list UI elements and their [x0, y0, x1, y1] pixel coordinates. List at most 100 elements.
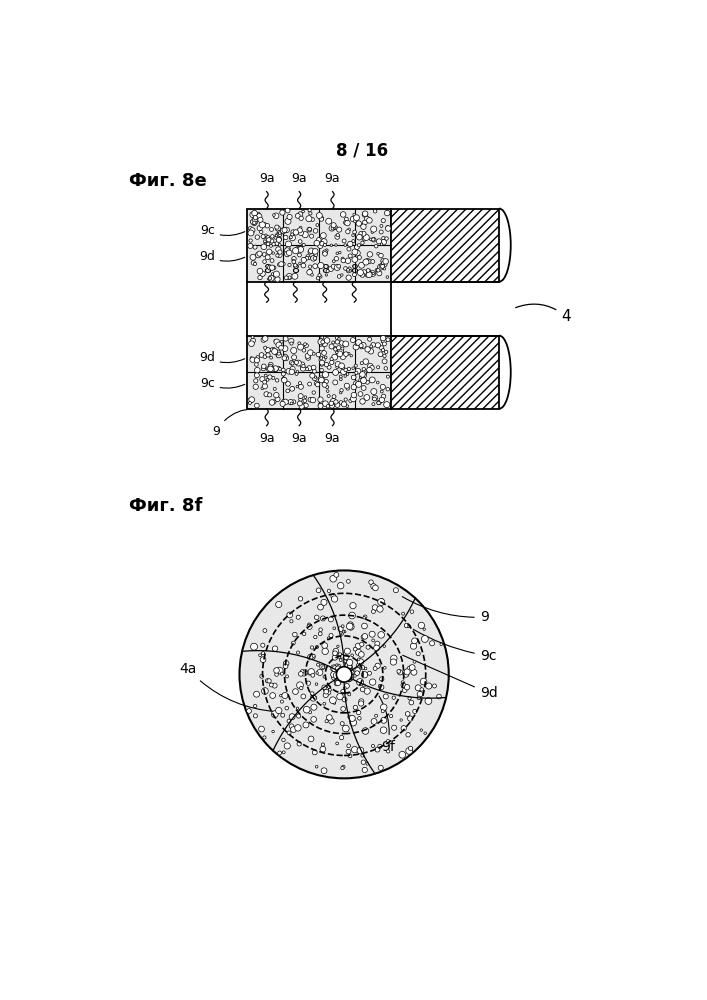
- Circle shape: [330, 244, 332, 247]
- Circle shape: [317, 262, 324, 269]
- Circle shape: [387, 750, 390, 753]
- Circle shape: [299, 226, 302, 229]
- Circle shape: [354, 215, 359, 221]
- Circle shape: [270, 239, 274, 243]
- Circle shape: [363, 359, 368, 364]
- Circle shape: [289, 724, 294, 729]
- Circle shape: [366, 269, 370, 272]
- Circle shape: [380, 264, 385, 268]
- Circle shape: [344, 687, 346, 690]
- Circle shape: [364, 395, 370, 400]
- Circle shape: [290, 620, 293, 623]
- Circle shape: [364, 372, 366, 374]
- Circle shape: [362, 728, 369, 734]
- Circle shape: [284, 251, 290, 257]
- Circle shape: [325, 356, 327, 359]
- Circle shape: [359, 232, 363, 235]
- Circle shape: [278, 233, 282, 237]
- Circle shape: [408, 697, 411, 700]
- Text: 8: 8: [291, 263, 299, 276]
- Circle shape: [360, 642, 364, 646]
- Circle shape: [376, 664, 379, 667]
- Circle shape: [341, 689, 346, 694]
- Circle shape: [285, 208, 290, 213]
- Circle shape: [413, 709, 417, 713]
- Circle shape: [260, 657, 266, 663]
- Circle shape: [365, 347, 370, 352]
- Circle shape: [317, 669, 323, 675]
- Circle shape: [405, 712, 410, 716]
- Circle shape: [274, 339, 277, 343]
- Circle shape: [357, 747, 364, 754]
- Circle shape: [266, 378, 269, 381]
- Circle shape: [265, 679, 269, 683]
- Circle shape: [332, 260, 335, 263]
- Circle shape: [332, 655, 338, 660]
- Circle shape: [324, 687, 329, 693]
- Circle shape: [337, 645, 339, 648]
- Circle shape: [298, 672, 303, 676]
- Circle shape: [372, 395, 378, 401]
- Circle shape: [317, 604, 323, 610]
- Circle shape: [249, 341, 255, 347]
- Circle shape: [336, 366, 339, 369]
- Circle shape: [320, 357, 322, 360]
- Circle shape: [311, 704, 317, 710]
- Circle shape: [318, 274, 321, 277]
- Circle shape: [264, 346, 267, 349]
- Circle shape: [361, 386, 366, 390]
- Circle shape: [338, 350, 344, 355]
- Text: 9a: 9a: [259, 432, 274, 445]
- Circle shape: [289, 714, 295, 720]
- Circle shape: [334, 347, 337, 350]
- Circle shape: [346, 623, 353, 630]
- Circle shape: [318, 376, 324, 382]
- Circle shape: [339, 251, 341, 254]
- Circle shape: [361, 635, 366, 639]
- Circle shape: [312, 750, 317, 755]
- Circle shape: [255, 358, 259, 363]
- Circle shape: [325, 690, 331, 695]
- Circle shape: [312, 376, 317, 381]
- Circle shape: [255, 372, 258, 375]
- Circle shape: [416, 652, 420, 656]
- Circle shape: [308, 711, 312, 714]
- Circle shape: [380, 243, 383, 245]
- Circle shape: [269, 365, 273, 370]
- Circle shape: [384, 402, 390, 408]
- Circle shape: [320, 360, 325, 365]
- Circle shape: [341, 673, 344, 677]
- Circle shape: [413, 660, 416, 663]
- Circle shape: [347, 352, 350, 355]
- Circle shape: [334, 674, 341, 680]
- Text: 4a: 4a: [180, 662, 276, 712]
- Circle shape: [380, 346, 384, 350]
- Circle shape: [255, 363, 258, 366]
- Circle shape: [360, 372, 366, 377]
- Circle shape: [319, 628, 322, 631]
- Circle shape: [363, 234, 369, 240]
- Circle shape: [331, 264, 336, 269]
- Circle shape: [354, 705, 358, 710]
- Circle shape: [258, 275, 262, 280]
- Circle shape: [341, 668, 346, 674]
- Circle shape: [334, 265, 340, 270]
- Circle shape: [344, 244, 346, 246]
- Circle shape: [327, 390, 329, 392]
- Circle shape: [341, 257, 344, 260]
- Circle shape: [370, 584, 376, 589]
- Circle shape: [270, 259, 274, 262]
- Circle shape: [278, 237, 281, 241]
- Circle shape: [293, 632, 297, 637]
- Circle shape: [409, 700, 414, 705]
- Circle shape: [350, 602, 356, 609]
- Circle shape: [273, 366, 279, 371]
- Circle shape: [291, 727, 296, 732]
- Circle shape: [298, 384, 303, 389]
- Circle shape: [341, 765, 345, 769]
- Circle shape: [305, 355, 310, 360]
- Circle shape: [367, 259, 371, 264]
- Circle shape: [342, 631, 344, 633]
- Circle shape: [407, 666, 414, 672]
- Circle shape: [263, 736, 266, 739]
